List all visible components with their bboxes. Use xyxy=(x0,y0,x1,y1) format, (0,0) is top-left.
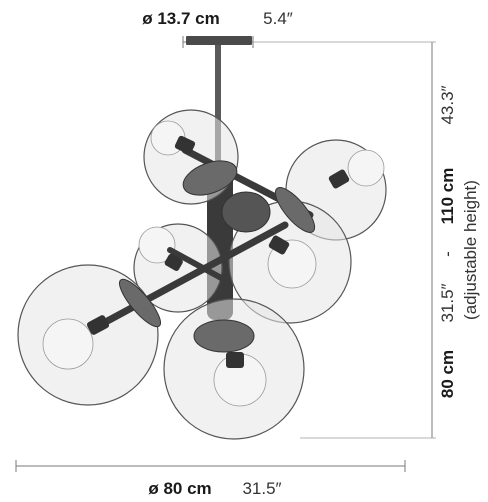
arm-lower xyxy=(96,221,289,329)
bulb-left xyxy=(42,318,94,370)
socket-left xyxy=(86,315,110,335)
disc-lower xyxy=(193,319,255,353)
height-min-imperial: 31.5″ xyxy=(438,283,457,322)
chandelier-illustration xyxy=(17,36,387,440)
socket-center-left xyxy=(164,253,183,271)
bottom-dimension-metric: ø 80 cm xyxy=(148,479,211,498)
arm-mid xyxy=(167,247,228,283)
height-max-metric: 110 cm xyxy=(438,168,457,225)
right-dimension: 80 cm 31.5″ - 110 cm 43.3″ (adjustable h… xyxy=(253,41,480,439)
disc-right xyxy=(274,187,316,233)
socket-top-right xyxy=(328,169,350,189)
disc-top xyxy=(182,160,238,196)
socket-center-right xyxy=(268,235,290,255)
bulb-top-right xyxy=(347,149,385,187)
height-adjustable-note: (adjustable height) xyxy=(461,180,480,320)
socket-top-left xyxy=(174,135,196,155)
height-max-imperial: 43.3″ xyxy=(438,85,457,124)
disc-center xyxy=(221,191,271,233)
height-separator: - xyxy=(438,251,457,257)
height-min-metric: 80 cm xyxy=(438,350,457,398)
bulb-center-left xyxy=(138,226,176,264)
disc-left xyxy=(119,278,161,328)
bottom-dimension-imperial: 31.5″ xyxy=(242,479,281,498)
ceiling-canopy xyxy=(186,36,252,45)
top-dimension-imperial: 5.4″ xyxy=(263,9,293,28)
top-dimension: ø 13.7 cm 5.4″ xyxy=(142,9,293,48)
top-dimension-metric: ø 13.7 cm xyxy=(142,9,220,28)
socket-bottom xyxy=(226,352,244,368)
bottom-dimension: ø 80 cm 31.5″ xyxy=(15,460,406,498)
